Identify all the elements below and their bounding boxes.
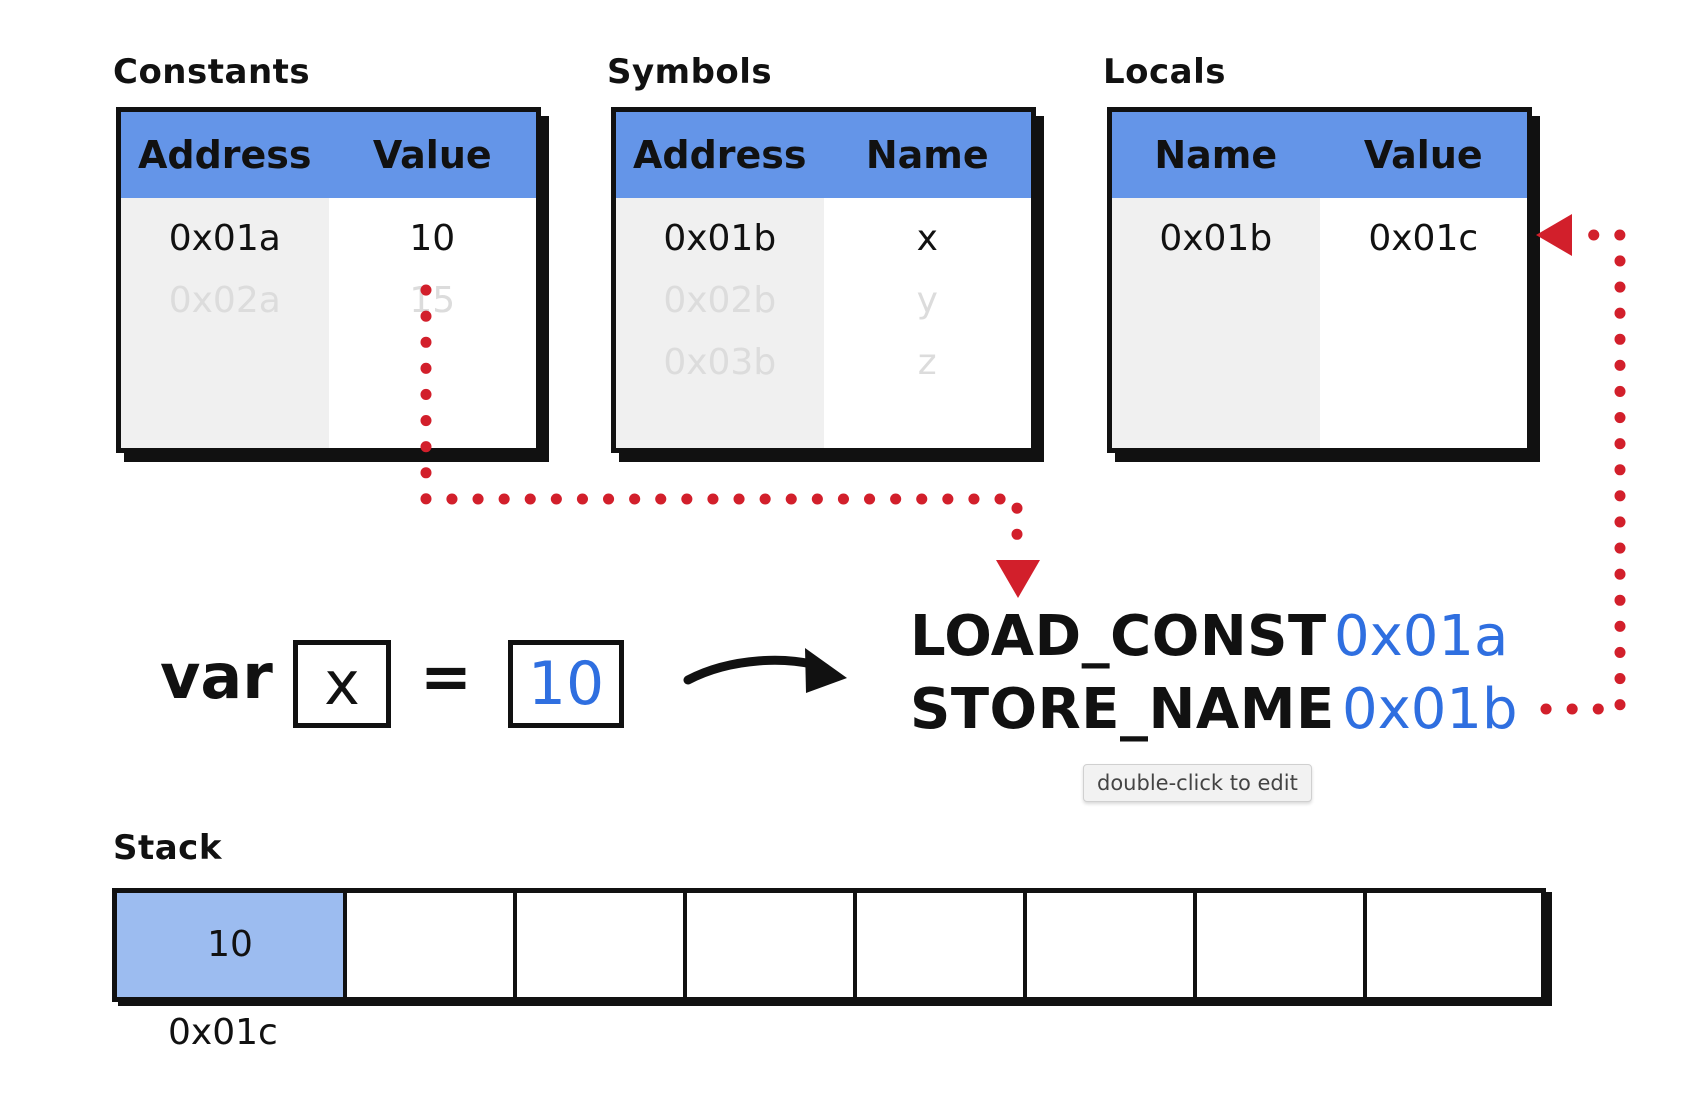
constants-header: Address Value	[121, 112, 536, 198]
locals-title: Locals	[1103, 52, 1227, 92]
constants-row-1-value: 15	[409, 280, 456, 321]
stack-slot-3	[687, 893, 857, 997]
const-to-loadconst-arrowhead	[996, 560, 1040, 598]
locals-row-0-value: 0x01c	[1368, 218, 1479, 259]
symbols-header: Address Name	[616, 112, 1031, 198]
symbols-header-address: Address	[632, 133, 807, 177]
storename-to-locals-arrow	[1540, 229, 1626, 715]
edit-tooltip: double-click to edit	[1083, 764, 1312, 802]
bytecode-arg-1: 0x01b	[1342, 677, 1518, 742]
bytecode-arg-0: 0x01a	[1334, 604, 1509, 669]
locals-header-value: Value	[1363, 133, 1483, 177]
symbols-address-column: 0x01b 0x02b 0x03b	[616, 198, 824, 448]
stack-slot-4	[857, 893, 1027, 997]
locals-header-name: Name	[1154, 133, 1278, 177]
stack-slot-0: 10	[117, 893, 347, 997]
storename-to-locals-arrowhead	[1536, 214, 1572, 256]
stack-slot-7	[1367, 893, 1541, 997]
equals-sign: =	[420, 640, 472, 713]
bytecode-op-1: STORE_NAME	[910, 677, 1335, 742]
stack-slot-2	[517, 893, 687, 997]
symbols-row-0-address: 0x01b	[663, 218, 777, 259]
stack-slot-5	[1027, 893, 1197, 997]
bytecode-op-0: LOAD_CONST	[910, 604, 1327, 669]
symbols-title: Symbols	[607, 52, 773, 92]
const-to-loadconst-arrow	[420, 284, 1023, 566]
constants-row-1-address: 0x02a	[168, 280, 281, 321]
constants-row-0-value: 10	[409, 218, 456, 259]
stack: 10	[112, 888, 1546, 1002]
stack-slot-6	[1197, 893, 1367, 997]
locals-header: Name Value	[1112, 112, 1527, 198]
stack-title: Stack	[113, 828, 222, 868]
constants-table: Address Value 0x01a 0x02a 10 15	[116, 107, 541, 453]
constants-header-value: Value	[372, 133, 492, 177]
symbols-row-2-address: 0x03b	[663, 342, 777, 383]
stack-pointer-address: 0x01c	[168, 1012, 278, 1053]
symbols-name-column: x y z	[824, 198, 1032, 448]
constants-value-column: 10 15	[329, 198, 537, 448]
stack-slot-1	[347, 893, 517, 997]
identifier-box: x	[293, 640, 391, 728]
constants-header-address: Address	[137, 133, 312, 177]
locals-row-0-name: 0x01b	[1159, 218, 1273, 259]
constants-row-0-address: 0x01a	[168, 218, 281, 259]
constants-title: Constants	[113, 52, 311, 92]
symbols-row-1-name: y	[916, 280, 938, 321]
symbols-table: Address Name 0x01b 0x02b 0x03b x y z	[611, 107, 1036, 453]
symbols-row-1-address: 0x02b	[663, 280, 777, 321]
source-to-bytecode-arrowhead	[805, 648, 847, 693]
locals-table: Name Value 0x01b 0x01c	[1107, 107, 1532, 453]
locals-value-column: 0x01c	[1320, 198, 1528, 448]
source-keyword: var	[160, 640, 273, 713]
symbols-header-name: Name	[865, 133, 989, 177]
literal-box: 10	[508, 640, 624, 728]
symbols-row-2-name: z	[917, 342, 937, 383]
symbols-row-0-name: x	[916, 218, 938, 259]
locals-name-column: 0x01b	[1112, 198, 1320, 448]
source-to-bytecode-arrow	[683, 655, 830, 685]
constants-address-column: 0x01a 0x02a	[121, 198, 329, 448]
